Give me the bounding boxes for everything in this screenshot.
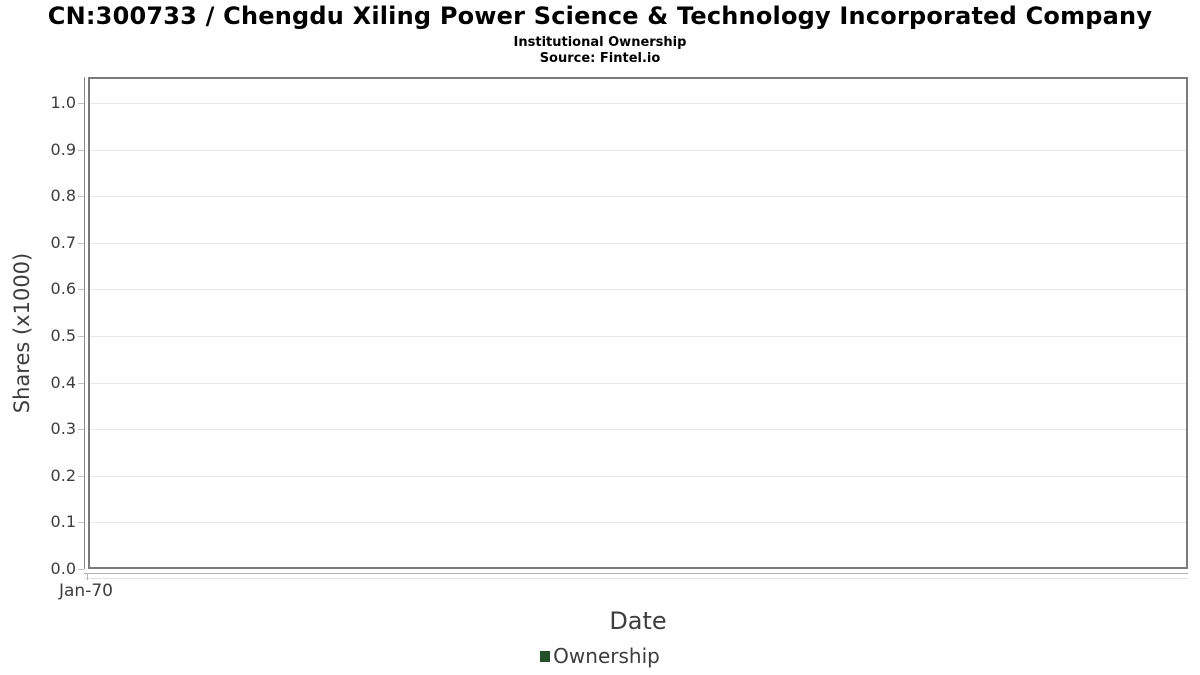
y-axis-title: Shares (x1000) bbox=[10, 252, 34, 414]
y-tick-mark bbox=[78, 382, 84, 384]
legend-label: Ownership bbox=[553, 644, 660, 668]
chart-source: Source: Fintel.io bbox=[539, 51, 661, 66]
legend-item: Ownership bbox=[540, 644, 660, 668]
y-tick-label: 0.3 bbox=[50, 419, 76, 439]
x-tick-mark bbox=[87, 573, 88, 580]
y-gridline bbox=[90, 289, 1186, 291]
y-tick-label: 0.0 bbox=[50, 559, 76, 578]
y-tick-label: 0.4 bbox=[50, 372, 76, 392]
y-tick-mark bbox=[78, 103, 84, 104]
y-tick-mark bbox=[78, 196, 84, 198]
y-tick-mark bbox=[78, 569, 84, 570]
x-axis-title: Date bbox=[609, 607, 667, 635]
y-tick-mark bbox=[78, 429, 84, 431]
y-tick-label: 0.2 bbox=[50, 465, 76, 485]
plot-area bbox=[88, 77, 1188, 569]
y-gridline bbox=[90, 242, 1186, 244]
y-tick-label: 0.9 bbox=[50, 139, 76, 159]
y-axis-line bbox=[84, 77, 85, 569]
legend-marker-icon bbox=[540, 650, 551, 662]
chart-subtitle: Institutional Ownership bbox=[513, 35, 687, 50]
y-tick-mark bbox=[78, 475, 84, 477]
x-axis-baseline bbox=[84, 578, 1188, 579]
y-tick-label: 0.5 bbox=[50, 326, 76, 345]
x-tick-label: Jan-70 bbox=[59, 581, 113, 601]
x-axis-line bbox=[84, 573, 1188, 574]
y-tick-label: 0.6 bbox=[50, 279, 76, 299]
y-tick-mark bbox=[78, 242, 84, 244]
y-tick-mark bbox=[78, 289, 84, 291]
y-gridline bbox=[90, 382, 1186, 384]
y-tick-mark bbox=[78, 336, 84, 337]
y-tick-label: 0.1 bbox=[50, 512, 76, 532]
y-gridline bbox=[90, 196, 1186, 198]
y-gridline bbox=[90, 149, 1186, 151]
y-tick-mark bbox=[78, 149, 84, 151]
y-tick-label: 1.0 bbox=[50, 93, 76, 112]
y-gridline bbox=[90, 336, 1186, 337]
y-tick-label: 0.7 bbox=[50, 232, 76, 252]
y-gridline bbox=[90, 475, 1186, 477]
legend: Ownership bbox=[0, 644, 1200, 668]
y-gridline bbox=[90, 522, 1186, 524]
y-gridline bbox=[90, 103, 1186, 104]
y-gridline bbox=[90, 429, 1186, 431]
y-tick-label: 0.8 bbox=[50, 186, 76, 206]
page-title: CN:300733 / Chengdu Xiling Power Science… bbox=[47, 2, 1153, 30]
y-tick-mark bbox=[78, 522, 84, 524]
